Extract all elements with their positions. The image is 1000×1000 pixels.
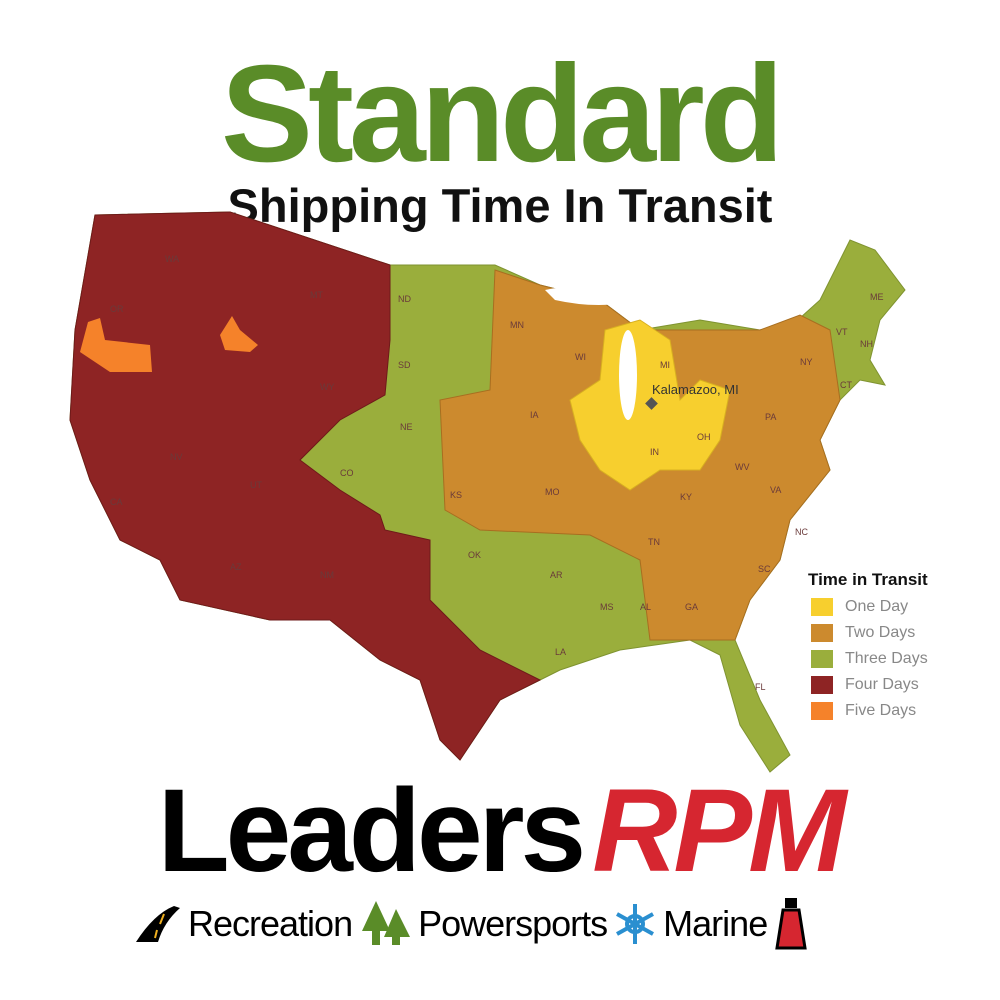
brand-name-rpm: RPM <box>592 765 846 897</box>
state-label-nd: ND <box>398 294 411 304</box>
state-label-ia: IA <box>530 410 539 420</box>
road-icon <box>136 906 180 942</box>
state-label-ca: CA <box>110 497 123 507</box>
legend-title: Time in Transit <box>808 570 928 589</box>
state-label-oh: OH <box>697 432 711 442</box>
state-label-vt: VT <box>836 327 848 337</box>
state-label-fl: FL <box>755 682 766 692</box>
tag-marine: Marine <box>663 903 768 944</box>
legend-item: Five Days <box>811 698 928 724</box>
state-label-ny: NY <box>800 357 813 367</box>
legend-item: Three Days <box>811 646 928 672</box>
state-label-wy: WY <box>320 382 335 392</box>
state-label-ne: NE <box>400 422 413 432</box>
brand-tagline: Recreation Powersports Marine <box>128 896 815 952</box>
legend-swatch <box>811 598 833 616</box>
state-label-nv: NV <box>170 452 183 462</box>
lake-michigan <box>619 330 637 420</box>
state-label-me: ME <box>870 292 884 302</box>
legend-label: Three Days <box>845 650 928 667</box>
region-four-days <box>69 211 542 761</box>
tag-powersports: Powersports <box>418 903 608 944</box>
legend-item: Two Days <box>811 620 928 646</box>
page-subtitle: Shipping Time In Transit <box>227 179 773 232</box>
state-label-mt: MT <box>310 290 323 300</box>
state-label-ms: MS <box>600 602 614 612</box>
state-label-wv: WV <box>735 462 750 472</box>
pine-trees-icon <box>362 901 411 945</box>
legend-label: One Day <box>845 598 909 615</box>
state-label-mn: MN <box>510 320 524 330</box>
state-label-mo: MO <box>545 487 560 497</box>
page-title: Standard <box>220 37 784 191</box>
state-label-in: IN <box>650 447 659 457</box>
legend: Time in Transit One Day Two Days Three Day… <box>808 570 928 724</box>
state-label-sc: SC <box>758 564 771 574</box>
state-label-ok: OK <box>468 550 481 560</box>
state-label-co: CO <box>340 468 354 478</box>
legend-item: Four Days <box>811 672 928 698</box>
state-label-tn: TN <box>648 537 660 547</box>
state-label-ar: AR <box>550 570 563 580</box>
legend-swatch <box>811 650 833 668</box>
state-label-nm: NM <box>320 570 334 580</box>
state-label-pa: PA <box>765 412 776 422</box>
legend-swatch <box>811 624 833 642</box>
state-label-ky: KY <box>680 492 692 502</box>
state-label-ga: GA <box>685 602 698 612</box>
region-five-days-id <box>220 316 258 352</box>
tag-recreation: Recreation <box>188 903 353 944</box>
snowflake-icon <box>616 904 655 944</box>
state-label-nc: NC <box>795 527 808 537</box>
brand-logo: LeadersRPM <box>0 772 1000 890</box>
state-label-or: OR <box>110 304 124 314</box>
state-label-al: AL <box>640 602 651 612</box>
state-label-ut: UT <box>250 480 262 490</box>
state-label-mi: MI <box>660 360 670 370</box>
state-label-ks: KS <box>450 490 462 500</box>
state-label-nh: NH <box>860 339 873 349</box>
lake-superior <box>545 286 640 305</box>
legend-label: Four Days <box>845 676 919 693</box>
state-label-wa: WA <box>165 254 179 264</box>
state-label-wi: WI <box>575 352 586 362</box>
state-label-la: LA <box>555 647 566 657</box>
legend-label: Two Days <box>845 624 916 641</box>
region-five-days-or <box>80 318 152 372</box>
lighthouse-icon <box>775 898 807 950</box>
legend-label: Five Days <box>845 702 917 719</box>
legend-swatch <box>811 702 833 720</box>
state-label-az: AZ <box>230 562 242 572</box>
legend-swatch <box>811 676 833 694</box>
brand-name-leaders: Leaders <box>157 765 587 897</box>
state-label-ct: CT <box>840 380 852 390</box>
state-label-sd: SD <box>398 360 411 370</box>
legend-item: One Day <box>811 594 928 620</box>
origin-label: Kalamazoo, MI <box>652 382 739 397</box>
state-label-va: VA <box>770 485 781 495</box>
